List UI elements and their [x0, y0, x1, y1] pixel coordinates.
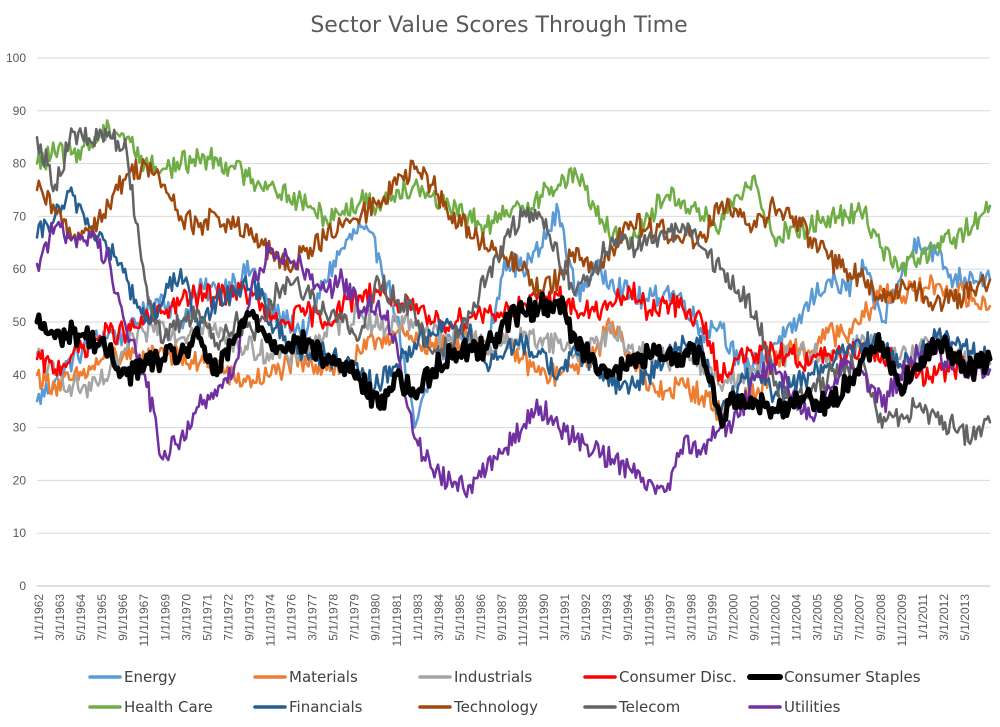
series-line-consumer-staples	[34, 291, 993, 429]
x-tick-label: 11/1/1995	[642, 594, 656, 647]
legend-label: Telecom	[618, 698, 680, 716]
y-tick-label: 20	[13, 473, 27, 487]
x-tick-label: 5/1/1978	[327, 594, 341, 641]
x-tick-label: 9/1/1966	[116, 594, 130, 641]
x-tick-label: 11/1/1974	[263, 594, 277, 647]
y-tick-label: 0	[19, 579, 26, 593]
y-tick-label: 70	[13, 209, 27, 223]
x-tick-label: 5/1/1971	[200, 594, 214, 641]
y-tick-label: 100	[6, 51, 26, 65]
x-tick-label: 11/1/2009	[895, 594, 909, 647]
x-tick-label: 11/1/1981	[390, 594, 404, 647]
series-line-telecom	[35, 126, 992, 447]
legend-label: Consumer Disc.	[619, 668, 737, 686]
x-tick-label: 3/1/1970	[179, 594, 193, 641]
x-tick-label: 7/1/1965	[95, 594, 109, 641]
series-line-utilities	[35, 220, 992, 499]
legend-label: Materials	[289, 668, 358, 686]
x-tick-label: 11/1/2002	[769, 594, 783, 647]
series-line-technology	[35, 158, 992, 313]
x-tick-label: 5/1/1992	[579, 594, 593, 641]
y-tick-label: 90	[13, 104, 27, 118]
legend-label: Financials	[289, 698, 363, 716]
x-tick-label: 5/1/1964	[74, 594, 88, 641]
x-tick-label: 9/1/1980	[369, 594, 383, 641]
x-tick-label: 11/1/1967	[137, 594, 151, 647]
series-lines	[34, 119, 993, 499]
x-tick-label: 7/1/1972	[221, 594, 235, 641]
x-tick-label: 11/1/1988	[516, 594, 530, 647]
legend-label: Industrials	[454, 668, 532, 686]
x-tick-label: 5/1/1999	[705, 594, 719, 641]
x-tick-label: 9/1/2001	[748, 594, 762, 641]
x-tick-label: 3/1/1963	[53, 594, 67, 641]
legend: Energy Materials Industrials Consumer Disc.…	[88, 668, 921, 716]
chart-title: Sector Value Scores Through Time	[310, 13, 687, 38]
y-tick-label: 40	[13, 368, 27, 382]
x-tick-label: 1/1/1983	[411, 594, 425, 641]
x-tick-label: 3/1/2005	[811, 594, 825, 641]
y-tick-label: 60	[13, 262, 27, 276]
legend-label: Utilities	[784, 698, 841, 716]
x-tick-label: 3/1/2012	[937, 594, 951, 641]
x-tick-label: 3/1/1977	[306, 594, 320, 641]
y-tick-label: 10	[13, 526, 27, 540]
x-tick-label: 7/1/1986	[474, 594, 488, 641]
x-tick-label: 1/1/1990	[537, 594, 551, 641]
x-tick-label: 1/1/1969	[158, 594, 172, 641]
y-tick-label: 30	[13, 421, 27, 435]
legend-label: Consumer Staples	[784, 668, 921, 686]
x-tick-label: 9/1/1973	[242, 594, 256, 641]
legend-label: Health Care	[124, 698, 213, 716]
y-tick-label: 50	[13, 315, 27, 329]
x-tick-label: 1/1/1962	[32, 594, 46, 641]
x-tick-label: 9/1/1987	[495, 594, 509, 641]
x-tick-label: 7/1/1979	[348, 594, 362, 641]
x-tick-label: 1/1/1997	[663, 594, 677, 641]
y-axis-ticks: 0 10 20 30 40 50 60 70 80 90 100	[6, 51, 26, 593]
x-tick-label: 5/1/2013	[958, 594, 972, 641]
x-tick-label: 1/1/1976	[285, 594, 299, 641]
x-tick-label: 5/1/1985	[453, 594, 467, 641]
x-tick-label: 1/1/2004	[790, 594, 804, 641]
x-tick-label: 1/1/2011	[916, 594, 930, 640]
x-tick-label: 3/1/1991	[558, 594, 572, 641]
x-axis-ticks: 1/1/1962 3/1/1963 5/1/1964 7/1/1965 9/1/1966…	[32, 594, 972, 647]
series-line-consumer-disc	[35, 280, 992, 388]
x-tick-label: 7/1/2007	[853, 594, 867, 641]
x-tick-label: 3/1/1984	[432, 594, 446, 641]
y-tick-label: 80	[13, 157, 27, 171]
x-tick-label: 3/1/1998	[684, 594, 698, 641]
x-tick-label: 7/1/1993	[600, 594, 614, 641]
x-tick-label: 7/1/2000	[726, 594, 740, 641]
x-tick-label: 5/1/2006	[832, 594, 846, 641]
x-tick-label: 9/1/1994	[621, 594, 635, 641]
legend-label: Technology	[453, 698, 538, 716]
series-line-health-care	[35, 119, 992, 278]
legend-label: Energy	[124, 668, 177, 686]
x-tick-label: 9/1/2008	[874, 594, 888, 641]
